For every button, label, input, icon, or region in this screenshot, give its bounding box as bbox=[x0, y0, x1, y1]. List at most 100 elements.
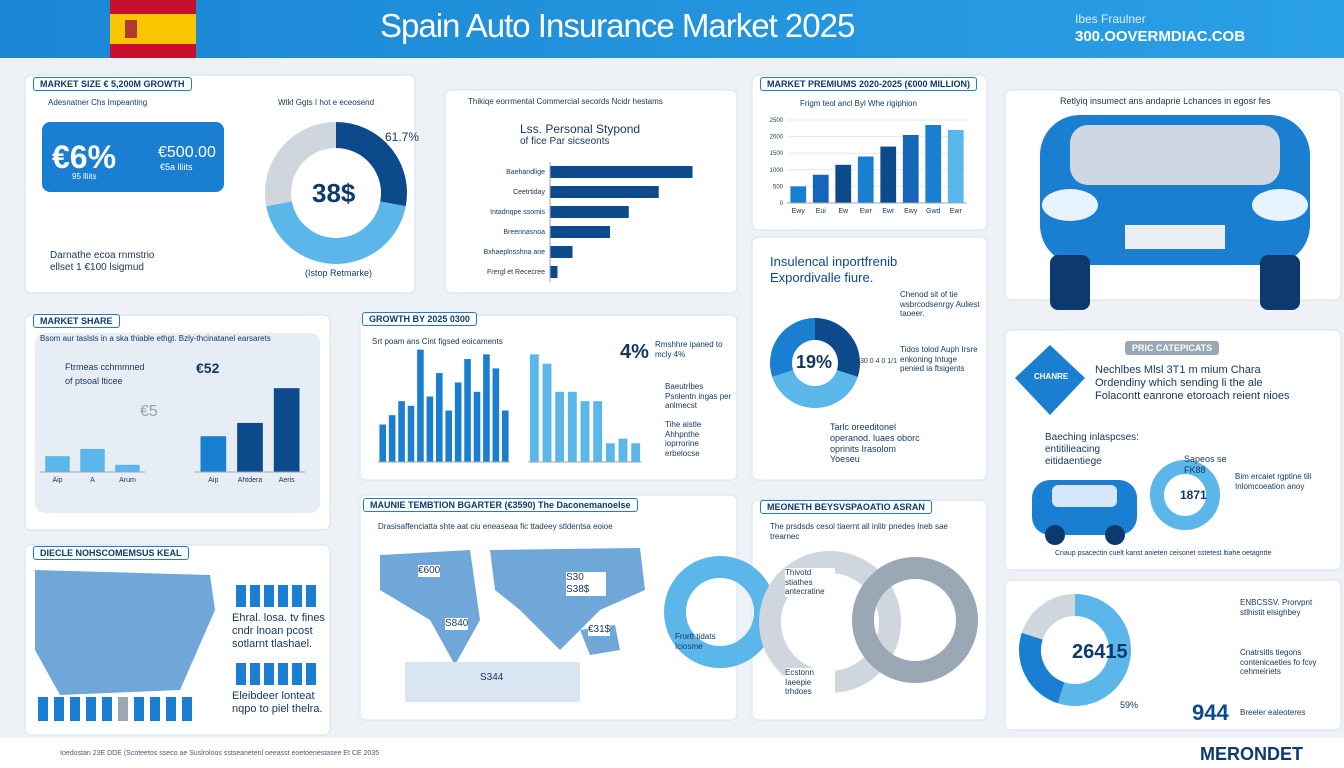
stat: 26415 bbox=[1072, 641, 1128, 663]
shield bbox=[1015, 345, 1085, 415]
stat: 1871 bbox=[1180, 488, 1207, 502]
badge: €5 bbox=[140, 403, 158, 420]
bar bbox=[407, 405, 415, 462]
bar bbox=[426, 396, 434, 462]
text: Eleibdeer lonteat nqpo to piel thelra. bbox=[232, 690, 323, 716]
bar bbox=[483, 354, 490, 462]
stat: 4% bbox=[620, 341, 649, 363]
heading: MEONETH BEYSVSPAOATIO ASRAN bbox=[760, 500, 932, 514]
caption: Darnathe ecoa rnmstrio ellset 1 €100 lsi… bbox=[50, 250, 155, 273]
tick-label: Arum bbox=[119, 477, 136, 484]
tick-label: Ewy bbox=[792, 208, 806, 215]
subtitle: Srt poam ans Cint figsed eoicaments bbox=[372, 337, 503, 346]
footer-note: Ioedostan 23E DDE (Scoteetos sseco ae Su… bbox=[60, 750, 380, 757]
tick-label: Gwd bbox=[926, 208, 941, 215]
bar bbox=[417, 349, 424, 462]
donut-segment bbox=[1057, 594, 1131, 706]
shield-text: CHANRE bbox=[1034, 372, 1069, 381]
heading: MAUNIE TEMBTION BGARTER (€3590) The Daco… bbox=[363, 498, 638, 512]
footer-brand: MERONDET bbox=[1200, 744, 1303, 764]
bar bbox=[631, 443, 641, 462]
bar bbox=[580, 401, 590, 462]
ring bbox=[1150, 460, 1220, 530]
title: Lss. Personal Stypond bbox=[520, 122, 641, 136]
tick-label: Ewr bbox=[882, 208, 895, 215]
tick-label: Aip bbox=[208, 477, 218, 484]
badge: PRIC CATEPICATS bbox=[1125, 341, 1220, 355]
pct-label: 30 0 4 0 1/1 bbox=[860, 358, 897, 365]
donut-segment bbox=[1019, 632, 1066, 704]
header-bar bbox=[0, 0, 1344, 58]
donut-segment bbox=[1021, 594, 1076, 641]
tick-label: Ceetrtiday bbox=[513, 189, 545, 196]
donut-segment bbox=[265, 122, 337, 207]
pct: 59% bbox=[1120, 700, 1139, 710]
bar bbox=[388, 415, 396, 462]
bar bbox=[435, 373, 443, 462]
sub: Baeching inlaspcses: entitilieacing eiti… bbox=[1045, 432, 1139, 467]
donut-pct: 61.7% bbox=[385, 130, 420, 144]
tick-label: 2500 bbox=[770, 118, 784, 124]
note: Thivotd stiathes antecratine bbox=[785, 568, 835, 597]
tick-label: A bbox=[90, 477, 95, 484]
subtitle: Bsom aur taslsls in a ska thiable ethgt.… bbox=[40, 334, 271, 343]
map-label: S344 bbox=[480, 672, 504, 683]
bar bbox=[529, 354, 539, 462]
bar bbox=[550, 226, 610, 238]
bar bbox=[45, 456, 70, 472]
donut-label: 38$ bbox=[312, 178, 356, 208]
bar bbox=[618, 438, 628, 462]
footer-bar bbox=[0, 738, 1344, 768]
note: Tihe aistle Ahhpnthe ioprrorine erbelocs… bbox=[665, 420, 702, 458]
flag bbox=[110, 0, 196, 58]
bar bbox=[925, 124, 942, 203]
legend: Adesnatner Chs Impeanting bbox=[48, 98, 148, 107]
bar bbox=[550, 166, 693, 178]
bar bbox=[492, 368, 500, 462]
bar bbox=[115, 464, 140, 472]
tick-label: Breennasnoa bbox=[503, 229, 545, 236]
tick-label: Intadnqpe ssomis bbox=[490, 209, 545, 216]
map-label: €31$ bbox=[588, 624, 611, 636]
tick-label: Ewr bbox=[860, 208, 873, 215]
bar bbox=[398, 401, 405, 462]
donut-caption: (Istop Retmarke) bbox=[305, 268, 373, 278]
map bbox=[35, 548, 645, 702]
subtitle: Drasisaffenciatta shte aat ciu eneaseaa … bbox=[378, 522, 613, 531]
bar bbox=[237, 422, 263, 472]
bar bbox=[567, 391, 577, 462]
title: Insulencal inportfrenib Expordivalle fiu… bbox=[770, 254, 898, 285]
stat: €500.00 bbox=[158, 144, 216, 161]
stat-box bbox=[42, 122, 224, 192]
map-label: €600 bbox=[418, 565, 441, 577]
bar bbox=[200, 436, 227, 472]
bar bbox=[550, 266, 558, 278]
bar bbox=[947, 129, 964, 203]
bar bbox=[550, 186, 659, 198]
bar bbox=[593, 401, 603, 462]
heading: MARKET PREMIUMS 2020-2025 (€000 MILLION) bbox=[760, 77, 978, 91]
stat-text: Rmshhre ipaned to mcly 4% bbox=[655, 340, 723, 359]
title: Spain Auto Insurance Market 2025 bbox=[380, 7, 855, 44]
tick-label: Ewr bbox=[950, 208, 963, 215]
bar bbox=[835, 164, 852, 203]
tick-label: Eui bbox=[816, 208, 827, 215]
bar bbox=[542, 363, 552, 462]
note: Tarlc oreeditonel operanod. luaes oborc … bbox=[830, 422, 920, 465]
bar bbox=[501, 410, 509, 462]
bar bbox=[857, 156, 874, 203]
tick-label: Ew bbox=[838, 208, 849, 215]
subtitle: Frigm teol ancl Byl Whe rigiphion bbox=[800, 99, 917, 108]
note: Frortt tidats Iciosme bbox=[675, 632, 716, 651]
bar bbox=[454, 382, 462, 462]
donut-segment bbox=[266, 200, 406, 264]
note: Bim ercaiet rgptine tili Inlomcoeation a… bbox=[1235, 472, 1312, 491]
bar bbox=[80, 448, 105, 472]
tick-label: Bxhaeplnsshna ane bbox=[484, 249, 546, 256]
bar bbox=[379, 424, 387, 462]
tick-label: 1000 bbox=[770, 168, 784, 174]
note: Cnatrsitls tiegons contenicaeties fo fcv… bbox=[1240, 648, 1317, 677]
legend: Wtkl Ggts I hot e eceosend bbox=[278, 98, 375, 107]
heading: DIECLE NOHSCOMEMSUS KEAL bbox=[33, 546, 189, 560]
heading: GROWTH BY 2025 0300 bbox=[362, 312, 477, 326]
